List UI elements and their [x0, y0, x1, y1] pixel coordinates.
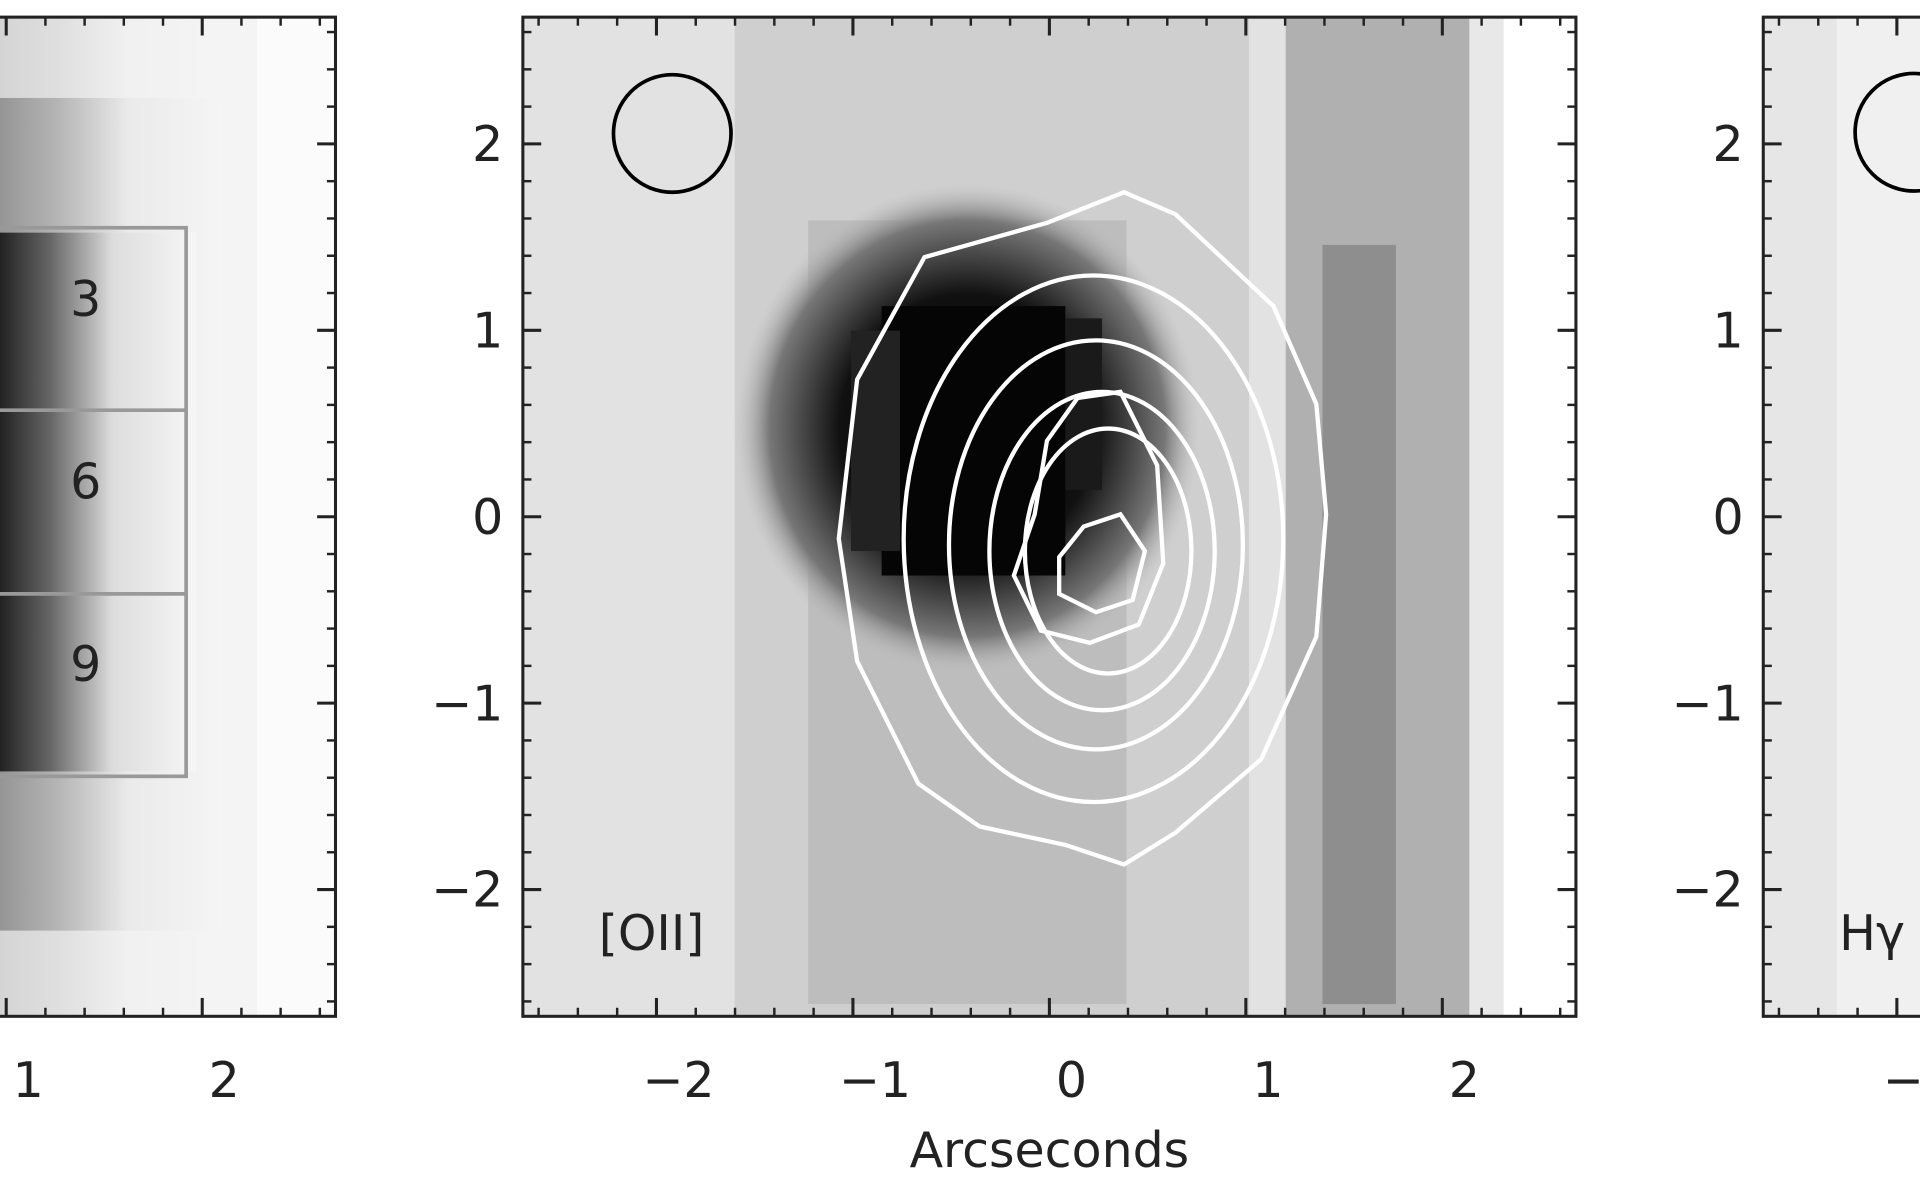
- panel-label: Hγ: [1839, 905, 1905, 962]
- y-tick-label: 0: [1713, 489, 1744, 546]
- y-tick-label: 2: [1713, 116, 1744, 173]
- image-left: [0, 17, 336, 1017]
- y-tick-label: 0: [472, 489, 503, 546]
- y-tick-label: 1: [472, 302, 503, 359]
- x-tick-label: 2: [209, 1052, 240, 1109]
- x-tick-label: 2: [1449, 1052, 1480, 1109]
- y-tick-label: −2: [431, 862, 503, 919]
- y-tick-label: 1: [1713, 302, 1744, 359]
- image-right: [1763, 17, 1920, 1017]
- region-label: 6: [70, 453, 101, 510]
- region-label: 9: [70, 636, 101, 693]
- image-middle: [522, 17, 1576, 1017]
- x-tick-label: 0: [1056, 1052, 1087, 1109]
- y-tick-label: 2: [472, 116, 503, 173]
- x-tick-label: −2: [1883, 1052, 1920, 1109]
- y-tick-label: −2: [1671, 862, 1743, 919]
- x-tick-label: −2: [642, 1052, 714, 1109]
- x-tick-label: −1: [839, 1052, 911, 1109]
- y-tick-label: −1: [1671, 675, 1743, 732]
- x-tick-label: 1: [13, 1052, 44, 1109]
- panel-label: [OII]: [599, 905, 705, 962]
- x-tick-label: 1: [1252, 1052, 1283, 1109]
- region-label: 3: [70, 271, 101, 328]
- y-tick-label: −1: [431, 675, 503, 732]
- x-axis-label: Arcseconds: [910, 1122, 1190, 1179]
